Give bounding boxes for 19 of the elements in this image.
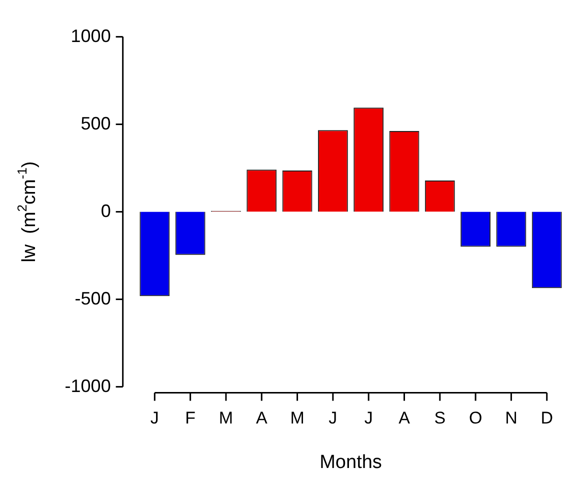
y-tick-label: 1000 xyxy=(70,26,111,46)
x-tick-label: A xyxy=(256,408,268,428)
y-tick-label: 500 xyxy=(80,113,111,134)
y-axis-title: lw (m2cm-1) xyxy=(14,161,40,262)
x-tick-label: F xyxy=(185,408,196,428)
x-tick-label: O xyxy=(468,408,482,428)
x-tick-label: N xyxy=(505,408,518,428)
x-tick-label: M xyxy=(218,408,234,428)
x-tick-label: J xyxy=(364,408,373,428)
y-tick-label: -500 xyxy=(74,288,111,308)
y-tick-label: 0 xyxy=(100,200,111,221)
x-tick-label: D xyxy=(540,408,553,428)
x-tick-label: S xyxy=(434,408,446,428)
x-axis-title: Months xyxy=(320,452,382,473)
x-tick-label: J xyxy=(328,408,338,428)
x-tick-label: A xyxy=(398,408,411,428)
x-tick-label: M xyxy=(290,408,304,428)
x-tick-label: J xyxy=(150,408,159,428)
y-tick-label: -1000 xyxy=(64,376,111,396)
